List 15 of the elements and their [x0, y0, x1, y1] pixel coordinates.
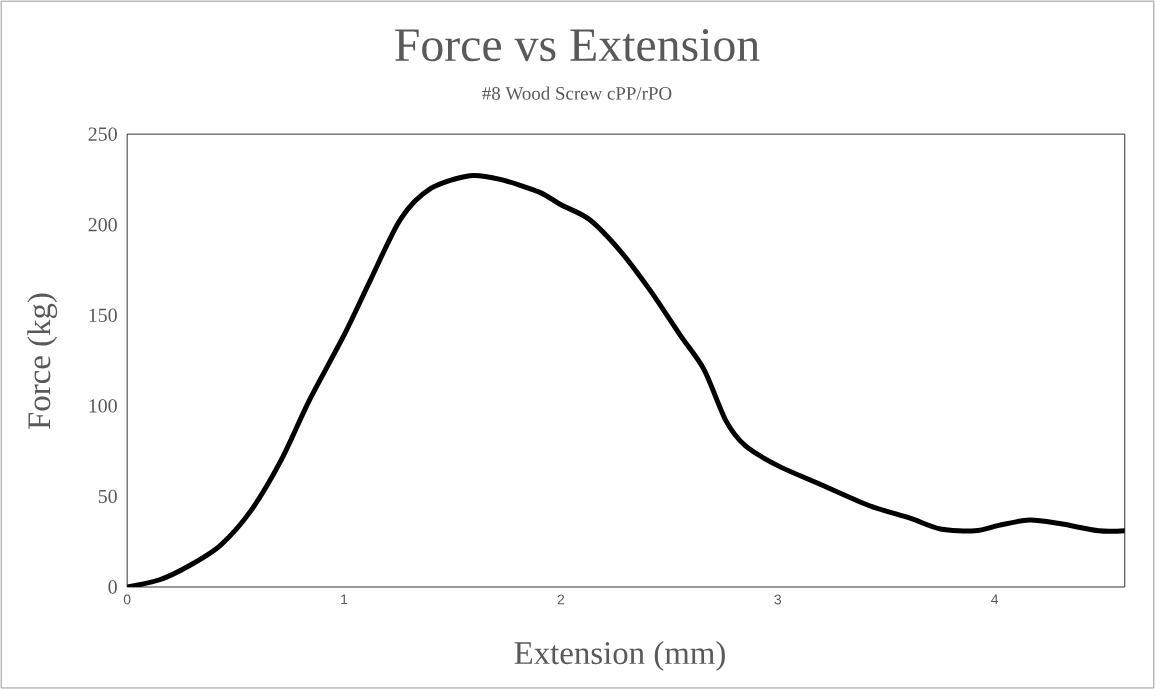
- y-tick-label: 200: [88, 217, 117, 232]
- y-tick-label: 100: [89, 399, 117, 413]
- x-axis-title: Extension (mm): [514, 640, 725, 671]
- y-tick-label: 150: [89, 308, 117, 322]
- x-tick-label: 3: [774, 594, 782, 605]
- y-axis-title: Force (kg): [27, 293, 58, 429]
- x-tick-label: 2: [557, 594, 565, 605]
- x-tick-label: 4: [991, 594, 999, 605]
- chart-subtitle: #8 Wood Screw cPP/rPO: [482, 86, 672, 100]
- x-tick-label: 0: [123, 594, 131, 605]
- x-tick-label: 1: [341, 594, 348, 605]
- y-tick-label: 0: [108, 580, 117, 594]
- y-tick-label: 250: [88, 127, 117, 141]
- y-tick-label: 50: [98, 489, 117, 504]
- chart-title: Force vs Extension: [395, 29, 760, 62]
